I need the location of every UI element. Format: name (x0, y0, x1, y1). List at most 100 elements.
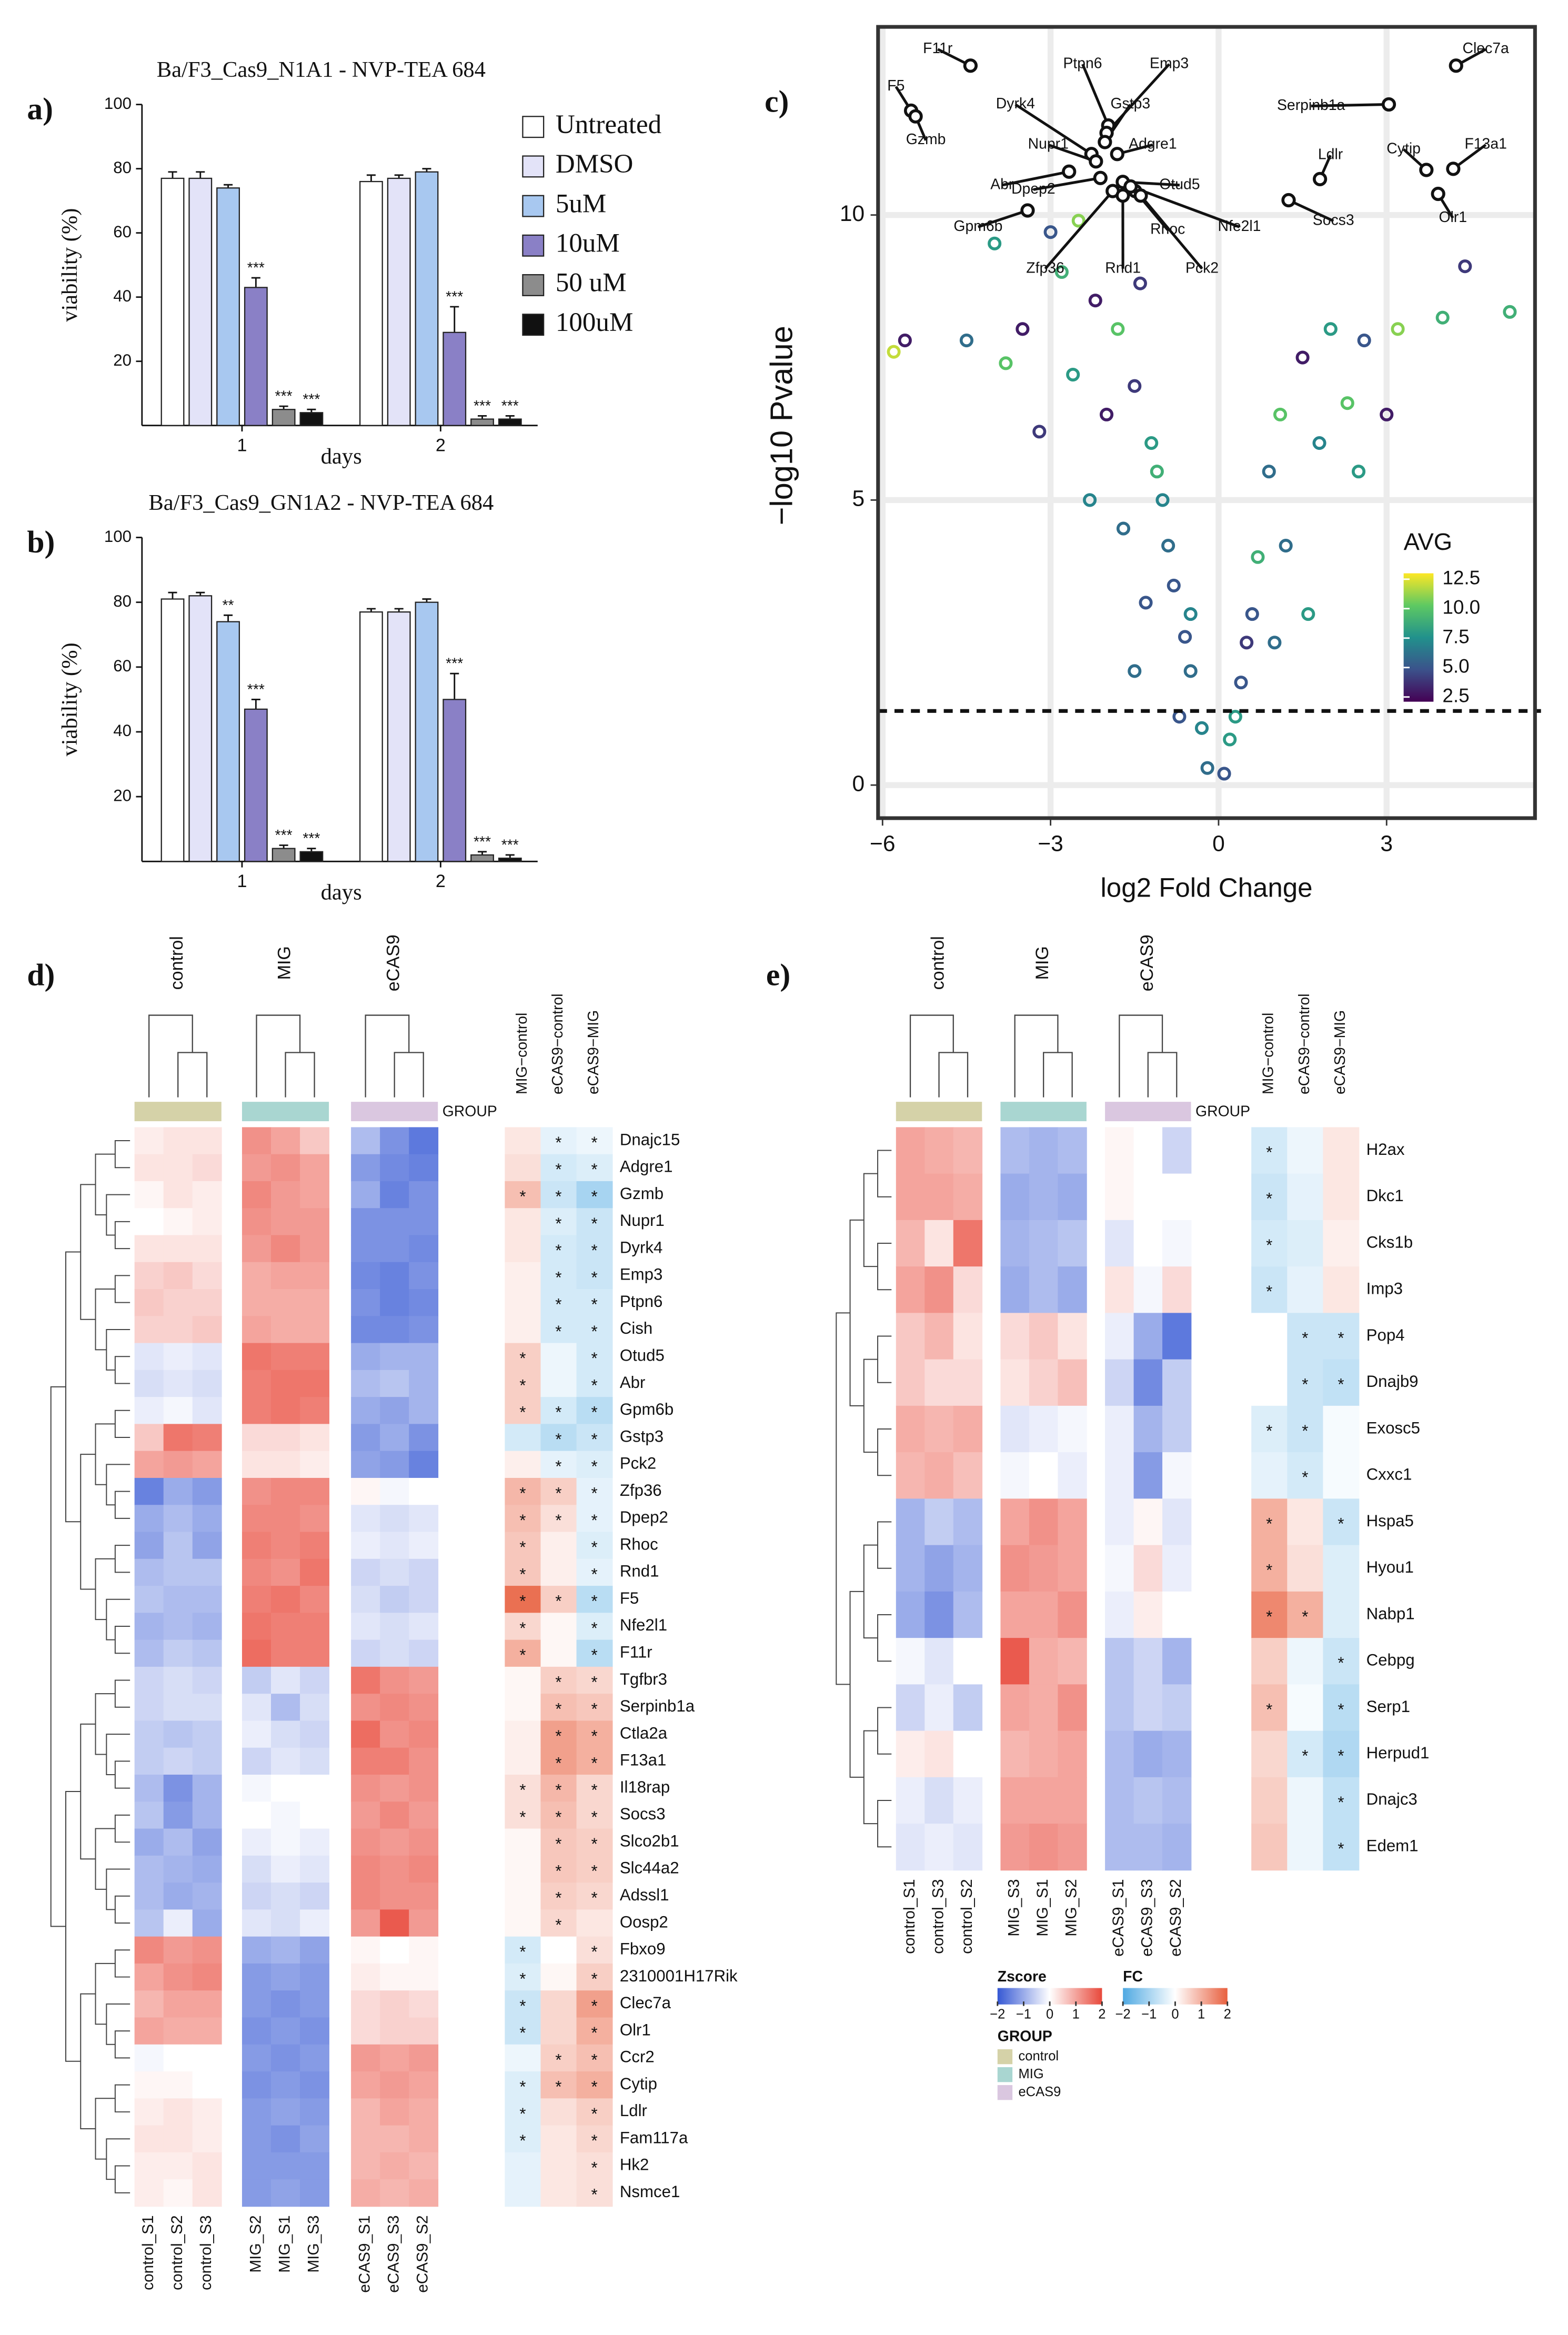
gene-label: Nfe2l1 (620, 1616, 667, 1634)
heatmap-cell (163, 1909, 193, 1937)
point-label: Ldlr (1318, 146, 1343, 163)
heatmap-cell (271, 1505, 300, 1533)
panel-label: c) (765, 84, 789, 118)
heatmap-cell (380, 1909, 410, 1937)
heatmap-cell (409, 1747, 439, 1775)
heatmap-cell (380, 1451, 410, 1478)
gene-label: Adssl1 (620, 1886, 669, 1904)
fc-cell (1287, 1405, 1324, 1453)
heatmap-cell (271, 2044, 300, 2072)
group-title: MIG (275, 946, 295, 980)
significance-star: * (591, 1861, 598, 1880)
point (1183, 664, 1198, 678)
heatmap-cell (192, 1990, 222, 2018)
sample-label: eCAS9_S2 (1167, 1879, 1184, 1956)
point (1262, 465, 1276, 479)
heatmap-cell (242, 1477, 272, 1506)
heatmap-cell (192, 1828, 222, 1856)
gene-label: Il18rap (620, 1778, 670, 1796)
heatmap-cell (409, 1208, 439, 1236)
sample-label: MIG_S1 (276, 2215, 293, 2272)
significance-star: * (1302, 1375, 1308, 1394)
heatmap-cell (271, 1289, 300, 1317)
significance-star: * (1302, 1468, 1308, 1486)
fc-cell (540, 1451, 577, 1478)
heatmap-cell (242, 1154, 272, 1182)
heatmap-cell (380, 1154, 410, 1182)
heatmap-cell (924, 1359, 954, 1406)
heatmap-cell (271, 2017, 300, 2045)
gene-label: Cebpg (1366, 1651, 1415, 1669)
heatmap-cell (242, 1558, 272, 1586)
heatmap-cell (300, 1424, 329, 1452)
heatmap-cell (192, 1801, 222, 1829)
fc-cell (1251, 1824, 1288, 1871)
heatmap-cell (351, 1477, 380, 1506)
fc-cell (1323, 1220, 1360, 1267)
legend-label: control (1019, 2049, 1059, 2064)
heatmap-cell (300, 1883, 329, 1910)
heatmap-cell (409, 2179, 439, 2207)
fc-cell (540, 1936, 577, 1964)
fc-cell (540, 1532, 577, 1559)
labeled-point (1115, 188, 1130, 203)
fc-cell (505, 2152, 541, 2180)
bar (443, 331, 467, 426)
bar (272, 848, 296, 862)
x-tick-label: 2 (436, 435, 446, 455)
heatmap-cell (163, 2017, 193, 2045)
heatmap-cell (409, 1666, 439, 1695)
heatmap-cell (242, 1235, 272, 1263)
heatmap-cell (409, 1801, 439, 1829)
heatmap-cell (1133, 1824, 1163, 1871)
fc-cell (576, 2152, 613, 2180)
heatmap-cell (163, 1801, 193, 1829)
gene-label: Dnajc15 (620, 1130, 680, 1149)
column-dendrogram (1014, 1014, 1073, 1098)
heatmap-cell (1133, 1452, 1163, 1499)
heatmap-cell (271, 2098, 300, 2126)
heatmap-cell (896, 1824, 926, 1871)
heatmap-cell (1133, 1684, 1163, 1732)
heatmap-cell (242, 1181, 272, 1209)
heatmap-cell (1162, 1638, 1192, 1685)
heatmap-cell (134, 1747, 164, 1775)
labeled-point (1093, 170, 1108, 185)
fc-cell (540, 1639, 577, 1667)
heatmap-cell (1058, 1638, 1087, 1685)
heatmap-cell (924, 1452, 954, 1499)
point (1245, 607, 1259, 621)
fc-cell (576, 1909, 613, 1937)
sample-label: control_S2 (168, 2215, 186, 2290)
heatmap-cell (134, 1883, 164, 1910)
fc-cell (576, 1262, 613, 1290)
heatmap-cell (242, 1532, 272, 1559)
fc-cell (540, 1774, 577, 1803)
significance-star: * (555, 1700, 561, 1718)
heatmap-cell (1133, 1266, 1163, 1314)
heatmap-cell (896, 1730, 926, 1778)
fc-cell (1251, 1127, 1288, 1174)
label-leader (1033, 176, 1101, 191)
heatmap-cell (1058, 1313, 1087, 1360)
y-axis-label: viability (%) (57, 642, 82, 756)
fc-cell (540, 1747, 577, 1775)
heatmap-cell (380, 2017, 410, 2045)
heatmap-cell (924, 1777, 954, 1824)
heatmap-cell (271, 1774, 300, 1803)
heatmap-cell (192, 1343, 222, 1371)
heatmap-cell (242, 1720, 272, 1748)
significance-star: * (591, 1349, 598, 1367)
heatmap-cell (351, 1639, 380, 1667)
significance-star: * (555, 1511, 561, 1529)
fc-cell (540, 1424, 577, 1452)
heatmap-cell (1105, 1730, 1134, 1778)
legend-label: Untreated (556, 109, 661, 139)
heatmap-cell (1162, 1591, 1192, 1638)
labeled-point (1062, 164, 1077, 179)
sample-label: eCAS9_S1 (1110, 1879, 1127, 1956)
significance-label: *** (303, 830, 320, 847)
heatmap-cell (242, 1262, 272, 1290)
fc-cell (505, 1424, 541, 1452)
fc-cell (505, 1855, 541, 1883)
